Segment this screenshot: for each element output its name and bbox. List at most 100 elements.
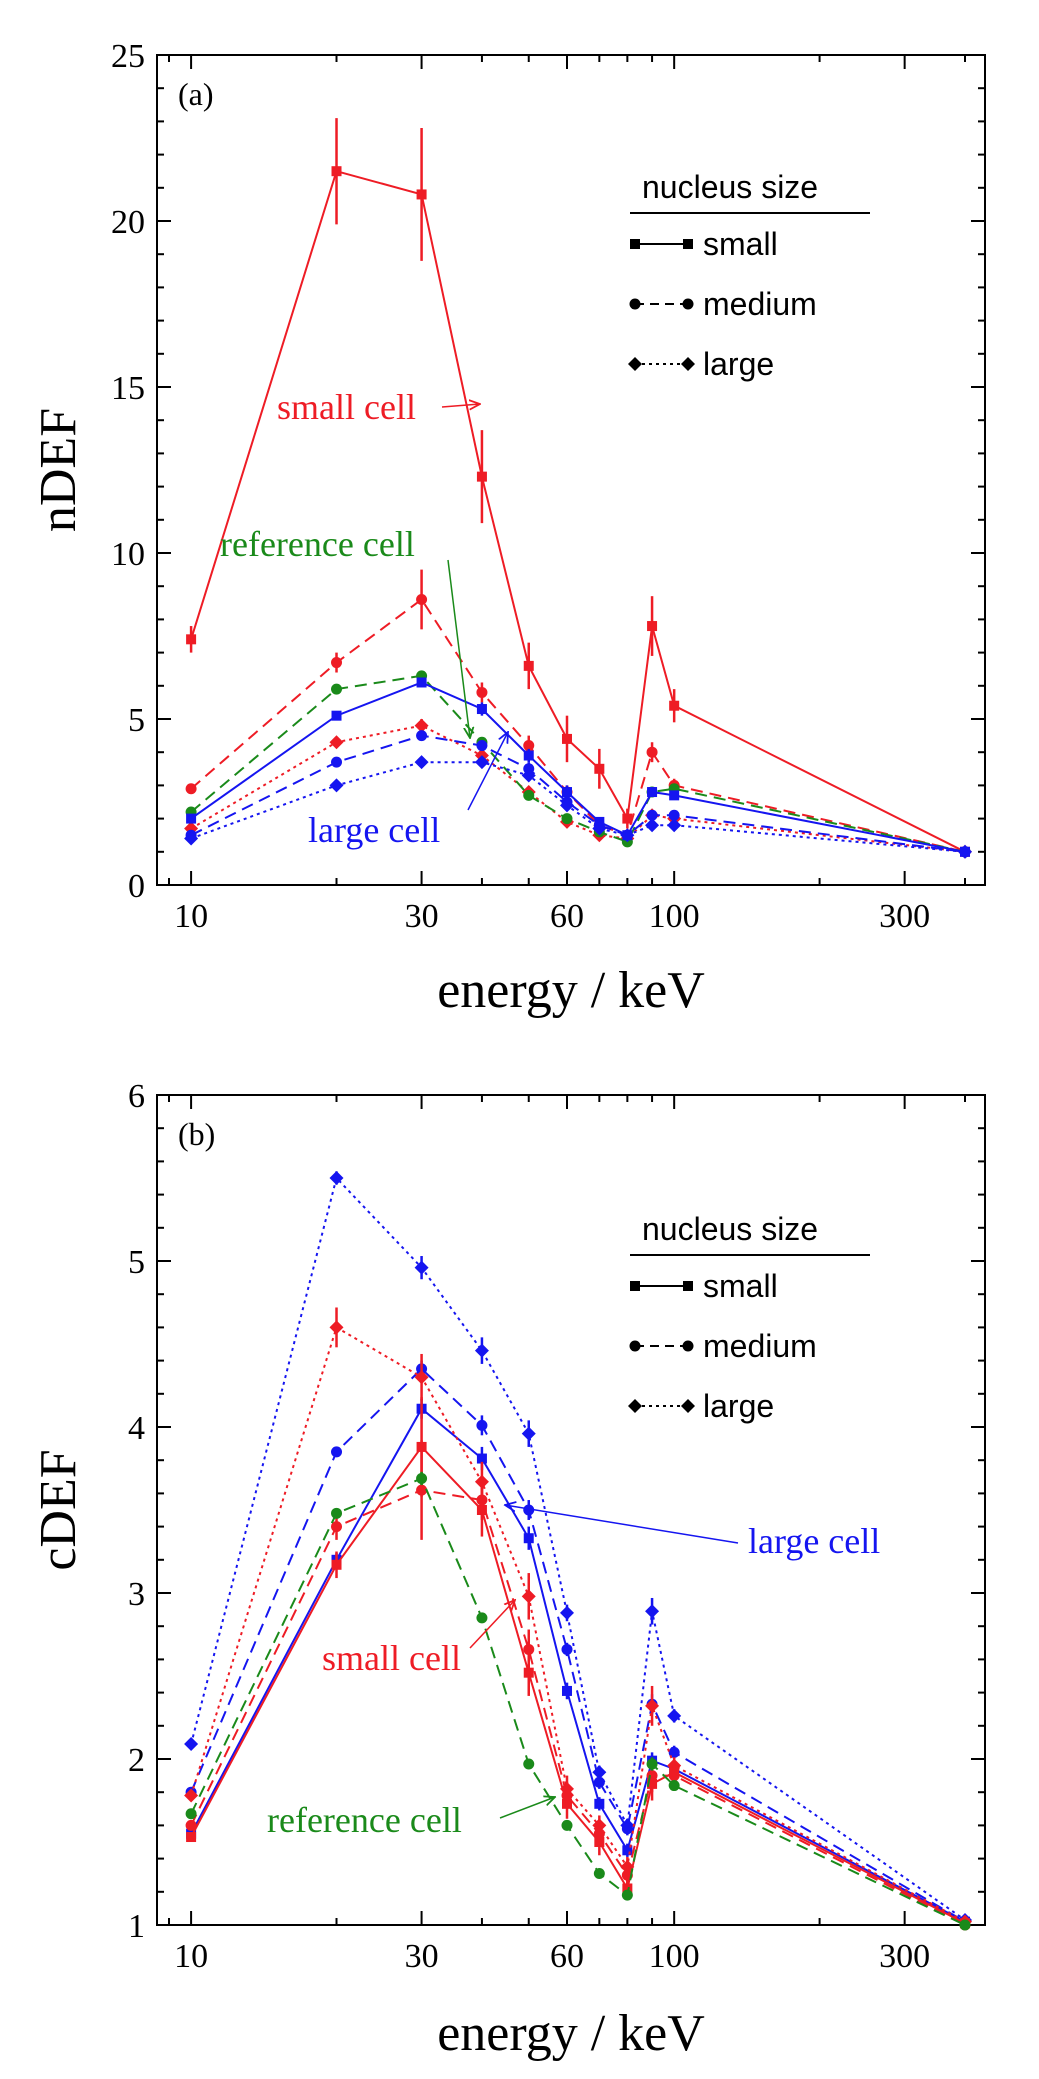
data-point <box>331 683 343 695</box>
data-point <box>523 1533 534 1544</box>
data-point <box>476 740 488 752</box>
data-point <box>561 1643 573 1655</box>
series-a-small-cell-small-nucleus <box>186 118 971 857</box>
series-line <box>190 1176 966 1921</box>
data-point <box>331 756 343 768</box>
x-tick-label: 100 <box>649 898 700 935</box>
data-point <box>561 1819 573 1831</box>
panel-b-xlabel: energy / keV <box>437 2005 705 2062</box>
data-point <box>476 1612 488 1624</box>
data-point <box>523 1643 535 1655</box>
data-point <box>329 735 344 750</box>
data-point <box>669 790 680 801</box>
series-line <box>190 1367 966 1923</box>
data-point <box>958 844 973 859</box>
x-tick-label: 100 <box>649 1938 700 1975</box>
data-point <box>331 166 342 177</box>
data-point <box>474 1343 489 1358</box>
series-line <box>190 169 966 853</box>
panel-b-frame <box>156 1094 986 1926</box>
data-point <box>667 1708 682 1723</box>
data-point <box>476 1419 488 1431</box>
y-tick-label: 15 <box>111 370 145 407</box>
x-tick-label: 300 <box>879 1938 930 1975</box>
data-point <box>646 746 658 758</box>
data-point <box>559 798 574 813</box>
panel-a-frame <box>156 54 986 886</box>
data-point <box>646 1758 658 1770</box>
data-point <box>185 1808 197 1820</box>
y-tick-label: 3 <box>128 1576 145 1613</box>
data-point <box>416 1472 428 1484</box>
data-point <box>414 1260 429 1275</box>
annotation-small-cell-b: small cell <box>322 1638 461 1678</box>
panel-b: 1 2 3 4 5 6 10 30 60 100 300 (b) cDEF energy / keV… <box>30 1078 986 2062</box>
y-tick-label: 25 <box>111 38 145 75</box>
data-point <box>561 1790 573 1802</box>
data-point <box>592 821 607 836</box>
panel-b-ticks: 1 2 3 4 5 6 10 30 60 100 300 <box>128 1078 985 1975</box>
data-point <box>647 621 658 632</box>
data-point <box>416 189 427 200</box>
data-point <box>561 787 572 798</box>
data-point <box>620 828 635 843</box>
arrow-large-cell-a <box>467 732 508 811</box>
data-point <box>668 809 680 821</box>
data-point <box>646 809 658 821</box>
x-tick-label: 10 <box>174 898 208 935</box>
legend-entry-large: large <box>628 1388 774 1424</box>
data-point <box>474 755 489 770</box>
series-line <box>190 1445 966 1925</box>
data-point <box>331 1507 343 1519</box>
data-point <box>523 740 535 752</box>
series-b-small-cell-small-nucleus <box>186 1397 971 1929</box>
data-point <box>521 1426 536 1441</box>
data-point <box>414 755 429 770</box>
panel-a-series <box>184 118 973 859</box>
panel-a: 0 5 10 15 20 25 10 30 60 100 300 (a) nDEF energy /… <box>30 38 986 1019</box>
x-tick-label: 60 <box>550 898 584 935</box>
data-point <box>521 1589 536 1604</box>
data-point <box>184 1788 199 1803</box>
panel-a-label: (a) <box>178 76 214 112</box>
data-point <box>622 1845 633 1856</box>
legend-label-large: large <box>703 346 774 382</box>
data-point <box>184 1737 199 1752</box>
data-point <box>186 634 197 645</box>
data-point <box>622 813 633 824</box>
y-tick-label: 10 <box>111 536 145 573</box>
series-b-large-cell-small-nucleus <box>186 1398 971 1927</box>
series-a-large-cell-small-nucleus <box>186 677 971 857</box>
data-point <box>523 1758 535 1770</box>
data-point <box>414 718 429 733</box>
y-tick-label: 5 <box>128 702 145 739</box>
data-point <box>331 1559 342 1570</box>
legend-label-small: small <box>703 226 778 262</box>
arrow-small-cell-a <box>441 404 480 407</box>
data-point <box>416 730 428 742</box>
data-point <box>593 1828 605 1840</box>
panel-b-series <box>184 1171 973 1931</box>
data-point <box>329 1171 344 1185</box>
panel-b-ylabel: cDEF <box>30 1449 87 1570</box>
data-point <box>523 750 534 761</box>
y-tick-label: 5 <box>128 1244 145 1281</box>
panel-a-ticks: 0 5 10 15 20 25 10 30 60 100 300 <box>111 38 985 935</box>
legend-label-medium: medium <box>703 286 817 322</box>
x-tick-label: 60 <box>550 1938 584 1975</box>
y-tick-label: 6 <box>128 1078 145 1115</box>
data-point <box>668 1746 680 1758</box>
y-tick-label: 4 <box>128 1410 145 1447</box>
annotation-reference-cell-a: reference cell <box>220 524 415 564</box>
panel-b-legend-title: nucleus size <box>642 1211 818 1247</box>
legend-label-small: small <box>703 1268 778 1304</box>
data-point <box>594 763 605 774</box>
data-point <box>331 657 343 669</box>
legend-entry-medium: medium <box>629 286 817 322</box>
data-point <box>476 1453 487 1464</box>
panel-a-legend: nucleus size small medium large <box>628 169 870 382</box>
series-line <box>190 734 966 853</box>
legend-label-medium: medium <box>703 1328 817 1364</box>
legend-label-large: large <box>703 1388 774 1424</box>
annotation-small-cell-a: small cell <box>277 387 416 427</box>
